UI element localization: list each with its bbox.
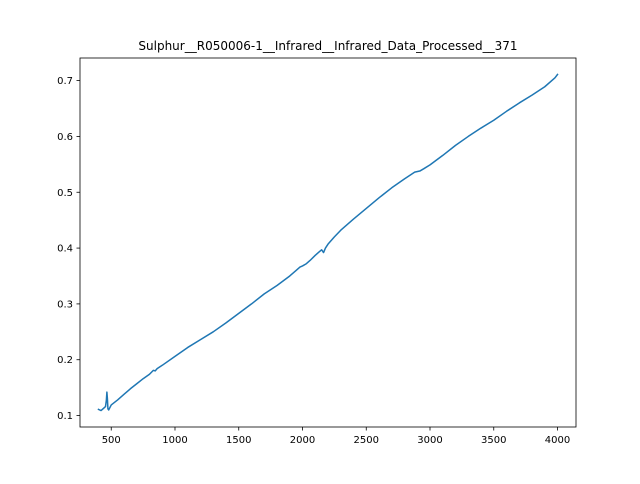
y-tick-label: 0.6 <box>57 132 73 143</box>
x-tick-label: 2000 <box>290 435 315 446</box>
x-tick-label: 500 <box>102 435 121 446</box>
y-tick-label: 0.3 <box>57 299 73 310</box>
axes-frame <box>79 57 577 428</box>
chart-title: Sulphur__R050006-1__Infrared__Infrared_D… <box>138 39 517 53</box>
plot-area <box>97 73 559 412</box>
y-tick-label: 0.7 <box>57 76 73 87</box>
y-tick-label: 0.5 <box>57 188 73 199</box>
y-axis-ticks: 0.1 0.2 0.3 0.4 0.5 0.6 0.7 <box>57 76 80 422</box>
series-line-0 <box>97 73 559 412</box>
y-tick-label: 0.4 <box>57 244 73 255</box>
x-tick-label: 1500 <box>226 435 251 446</box>
x-tick-label: 3500 <box>481 435 506 446</box>
x-tick-label: 2500 <box>354 435 379 446</box>
x-tick-label: 4000 <box>545 435 570 446</box>
y-tick-label: 0.2 <box>57 355 73 366</box>
x-axis-ticks: 500 1000 1500 2000 2500 3000 3500 4000 <box>102 427 570 446</box>
y-tick-label: 0.1 <box>57 411 73 422</box>
x-tick-label: 1000 <box>162 435 187 446</box>
x-tick-label: 3000 <box>417 435 442 446</box>
